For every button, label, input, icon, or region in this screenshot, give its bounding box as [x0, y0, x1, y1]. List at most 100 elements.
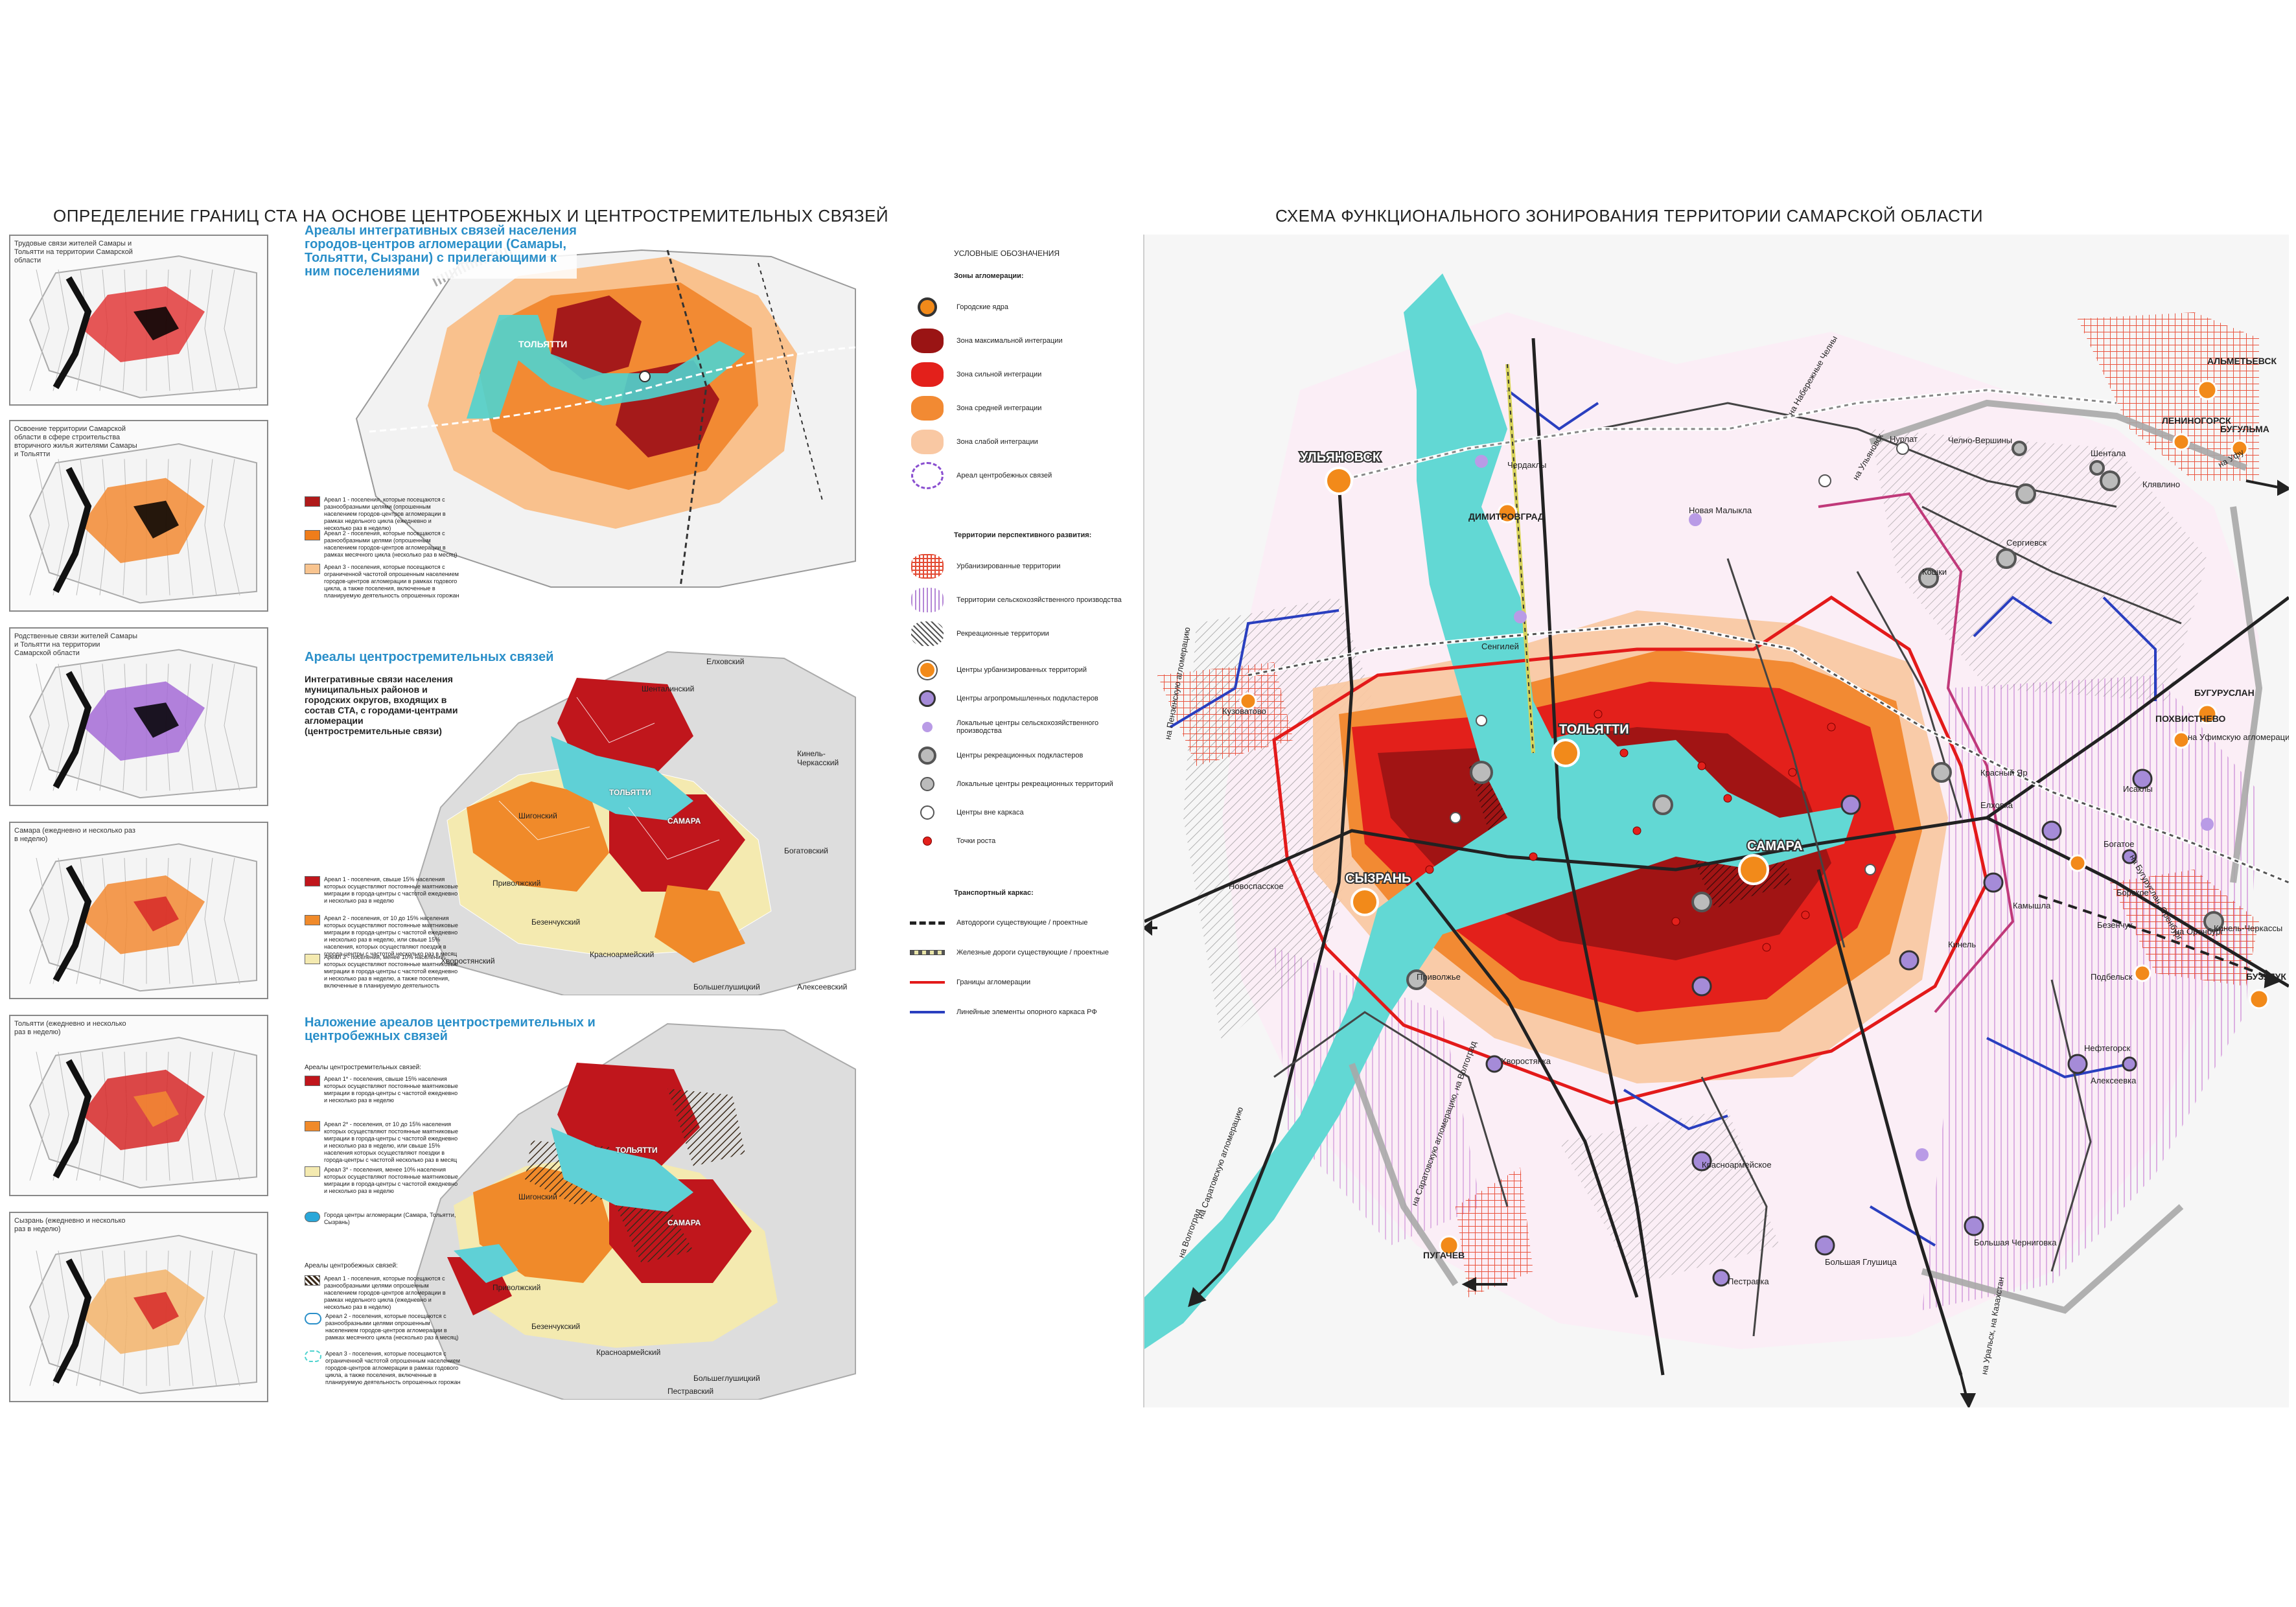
legend-symbol [910, 684, 945, 713]
town-label: Челно-Вершины [1948, 435, 2012, 445]
legend-item: Зона сильной интеграции [910, 360, 1041, 389]
legend-text: Территории сельскохозяйственного произво… [957, 596, 1122, 604]
legend-text: Точки роста [957, 837, 996, 845]
small-panel-caption: Освоение территории Самарской области в … [14, 425, 137, 458]
small-panel-caption: Тольятти (ежедневно и несколько раз в не… [14, 1020, 126, 1036]
legend-text: Центры агропромышленных подкластеров [957, 695, 1098, 702]
legend-item: Зона слабой интеграции [910, 428, 1038, 456]
legend-item: Ареал 2 - поселения, от 10 до 15% населе… [305, 915, 460, 958]
town-label: Кинель [1948, 940, 1976, 949]
block1-heading: Ареалы интегративных связей населения го… [305, 224, 577, 279]
legend-item: Ареал 2* - поселения, от 10 до 15% насел… [305, 1121, 460, 1164]
legend-symbol [910, 293, 945, 321]
main-map: УЛЬЯНОВСК ТОЛЬЯТТИ САМАРА СЫЗРАНЬ ДИМИТРОВГР… [1142, 235, 2296, 1409]
legend-text: Ареал 1 - поселения, которые посещаются … [324, 496, 446, 531]
small-panel-map [29, 1037, 257, 1188]
legend-item: Центры рекреационных подкластеров [910, 741, 1083, 770]
legend-text: Ареал 1 - поселения, свыше 15% населения… [324, 876, 458, 904]
legend-swatch [305, 954, 320, 964]
block2-place-label: Шенталинский [642, 684, 695, 693]
legend-text: Ареал 3 - поселения, менее 10% населения… [324, 954, 458, 989]
legend-item: Линейные элементы опорного каркаса РФ [910, 998, 1097, 1026]
legend-text: Ареал 3 - поселения, которые посещаются … [325, 1350, 461, 1385]
block2-place-label: Хворостянский [441, 956, 495, 965]
legend-item: Города центры агломерации (Самара, Толья… [305, 1212, 460, 1226]
legend-text: Центры урбанизированных территорий [957, 666, 1087, 674]
town-label: Чердаклы [1507, 460, 1546, 470]
city-label: АЛЬМЕТЬЕВСК [2207, 356, 2277, 366]
small-panel: Освоение территории Самарской области в … [9, 420, 268, 612]
legend-swatch [305, 1313, 321, 1324]
block3-place-label: Шигонский [518, 1192, 557, 1201]
legend-symbol [910, 428, 945, 456]
block3-place-label: Красноармейский [596, 1348, 661, 1357]
legend-item: Железные дороги существующие / проектные [910, 938, 1109, 967]
legend-text: Ареал 3 - поселения, которые посещаются … [324, 564, 459, 599]
city-label: ПОХВИСТНЕВО [2155, 713, 2225, 724]
block1: ТОЛЬЯТТИ Ареалы интегративных связей нас… [305, 224, 859, 600]
legend-text: Ареал 3* - поселения, менее 10% населени… [324, 1166, 458, 1194]
block1-map: ТОЛЬЯТТИ [305, 224, 859, 600]
legend-swatch [305, 1076, 320, 1086]
legend-zones-heading: Зоны агломерации: [954, 272, 1024, 280]
block1-tolyatti-label: ТОЛЬЯТТИ [518, 339, 567, 349]
legend-item: Ареал 3 - поселения, менее 10% населения… [305, 954, 460, 989]
legend-territories-heading: Территории перспективного развития: [954, 531, 1092, 539]
legend-text: Ареал центробежных связей [957, 472, 1052, 480]
legend-item: Ареал 1 - поселения, которые посещаются … [305, 1275, 460, 1311]
legend-item: Ареал 3 - поселения, которые посещаются … [305, 1350, 461, 1386]
legend-text: Зона сильной интеграции [957, 371, 1042, 378]
legend-text: Линейные элементы опорного каркаса РФ [957, 1008, 1097, 1016]
legend-text: Урбанизированные территории [957, 562, 1061, 570]
city-label: БУГУРУСЛАН [2194, 688, 2255, 698]
block2-place-label: Большеглушицкий [693, 982, 760, 991]
legend-symbol [910, 968, 945, 997]
legend-symbol [910, 461, 945, 490]
small-panel: Самара (ежедневно и несколько раз в неде… [9, 822, 268, 999]
legend-text: Центры вне каркаса [957, 809, 1024, 816]
block2-place-label: ТОЛЬЯТТИ [609, 788, 651, 797]
legend-swatch [305, 1212, 320, 1222]
main-map-town-labels: Чердаклы Новая Малыкла Нурлат Челно-Вершины… [1222, 434, 2282, 1286]
legend-symbol [910, 552, 945, 581]
town-label: Красный Яр [1980, 768, 2028, 778]
legend-item: Ареал 1 - поселения, которые посещаются … [305, 496, 460, 532]
town-label: Кошки [1922, 567, 1947, 577]
town-label: Исаклы [2123, 784, 2153, 794]
legend-item: Автодороги существующие / проектные [910, 908, 1088, 937]
legend-swatch [305, 1275, 320, 1286]
city-label: БУЗУЛУК [2246, 971, 2286, 982]
small-panel: Сызрань (ежедневно и несколько раз в нед… [9, 1212, 268, 1402]
legend-text: Города центры агломерации (Самара, Толья… [324, 1212, 456, 1225]
town-label: Большая Черниговка [1974, 1238, 2057, 1247]
legend-item: Границы агломерации [910, 968, 1030, 997]
small-panel-map [29, 843, 257, 992]
legend-symbol [910, 713, 945, 741]
small-panel-map [29, 1234, 257, 1394]
legend-item: Зона максимальной интеграции [910, 327, 1063, 355]
small-panel: Родственные связи жителей Самары и Толья… [9, 627, 268, 806]
block3-heading: Наложение ареалов центростремительных и … [305, 1015, 596, 1043]
block3-place-label: Приволжский [493, 1283, 541, 1292]
legend-item: Центры агропромышленных подкластеров [910, 684, 1098, 713]
main-map-svg: УЛЬЯНОВСК ТОЛЬЯТТИ САМАРА СЫЗРАНЬ ДИМИТРОВГР… [1142, 235, 2296, 1409]
town-label: Подбельск [2091, 972, 2133, 982]
legend-transport-heading: Транспортный каркас: [954, 889, 1034, 897]
city-label: САМАРА [1747, 839, 1803, 853]
block2-place-label: Богатовский [784, 846, 829, 855]
town-label: Алексеевка [2091, 1076, 2137, 1085]
block2-place-label: Красноармейский [590, 950, 655, 959]
block3: Наложение ареалов центростремительных и … [305, 1011, 859, 1400]
legend-symbol [910, 998, 945, 1026]
small-panel-caption: Родственные связи жителей Самары и Толья… [14, 632, 137, 657]
block2-place-label: Кинель-Черкасский [797, 749, 839, 767]
block3-place-label: Пестравский [667, 1387, 714, 1396]
legend-swatch [305, 564, 320, 574]
town-label: Новая Малыкла [1689, 505, 1752, 515]
block3-place-label: Безенчукский [531, 1322, 581, 1331]
legend-swatch [305, 1121, 320, 1131]
town-label: Борское [2116, 888, 2149, 897]
city-label: ЛЕНИНОГОРСК [2162, 415, 2231, 426]
direction-label: на Уфимскую агломерацию [2188, 732, 2289, 742]
town-label: Кузоватово [1222, 706, 1266, 716]
